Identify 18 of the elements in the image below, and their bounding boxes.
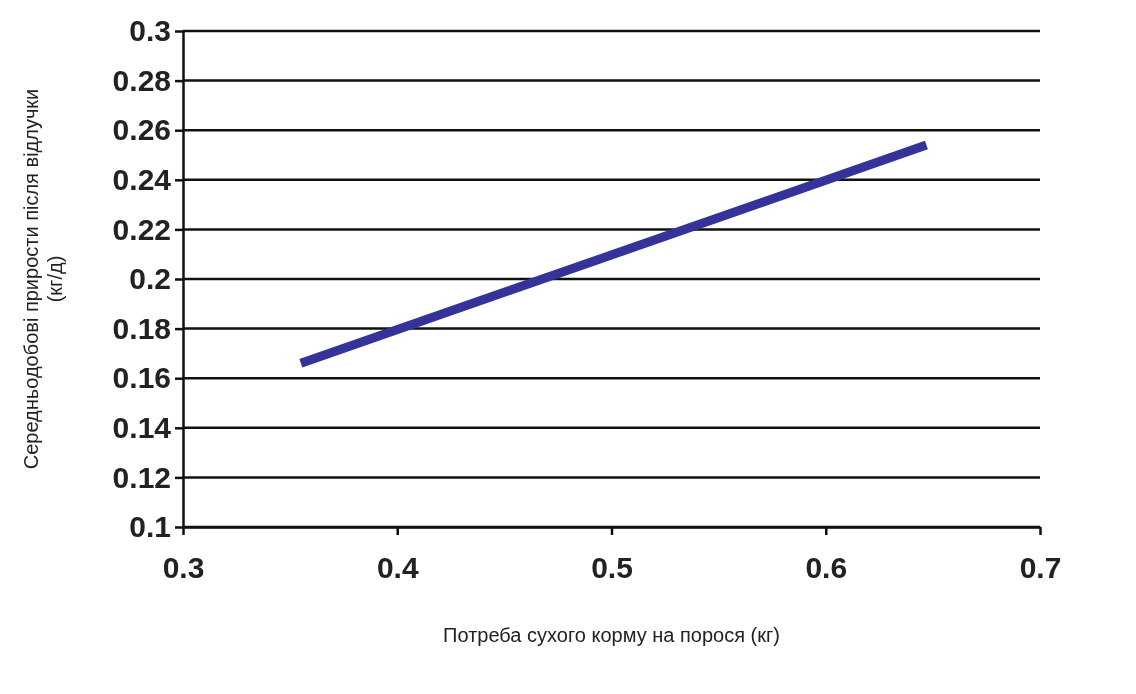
y-axis-title: Середньодобові прирости після відлучки (кг/д) [20, 88, 66, 470]
x-tick-label: 0.3 [162, 551, 205, 585]
y-tick-label: 0.22 [112, 212, 171, 246]
y-tick-label: 0.2 [129, 262, 171, 296]
y-tick-label: 0.16 [112, 361, 171, 395]
x-tick-label: 0.5 [591, 551, 633, 585]
y-tick-label: 0.3 [129, 14, 171, 48]
y-tick-label: 0.28 [112, 63, 171, 97]
y-tick-label: 0.26 [112, 113, 171, 147]
x-axis-title: Потреба сухого корму на порося (кг) [443, 624, 780, 646]
x-tick-label: 0.7 [1019, 551, 1062, 585]
x-tick-label: 0.6 [805, 551, 848, 585]
y-tick-label: 0.14 [112, 410, 172, 444]
y-tick-label: 0.18 [112, 311, 171, 345]
x-tick-label: 0.4 [376, 551, 419, 585]
y-tick-label: 0.12 [112, 460, 171, 494]
y-tick-label: 0.24 [112, 162, 172, 196]
y-tick-label: 0.1 [129, 510, 171, 544]
